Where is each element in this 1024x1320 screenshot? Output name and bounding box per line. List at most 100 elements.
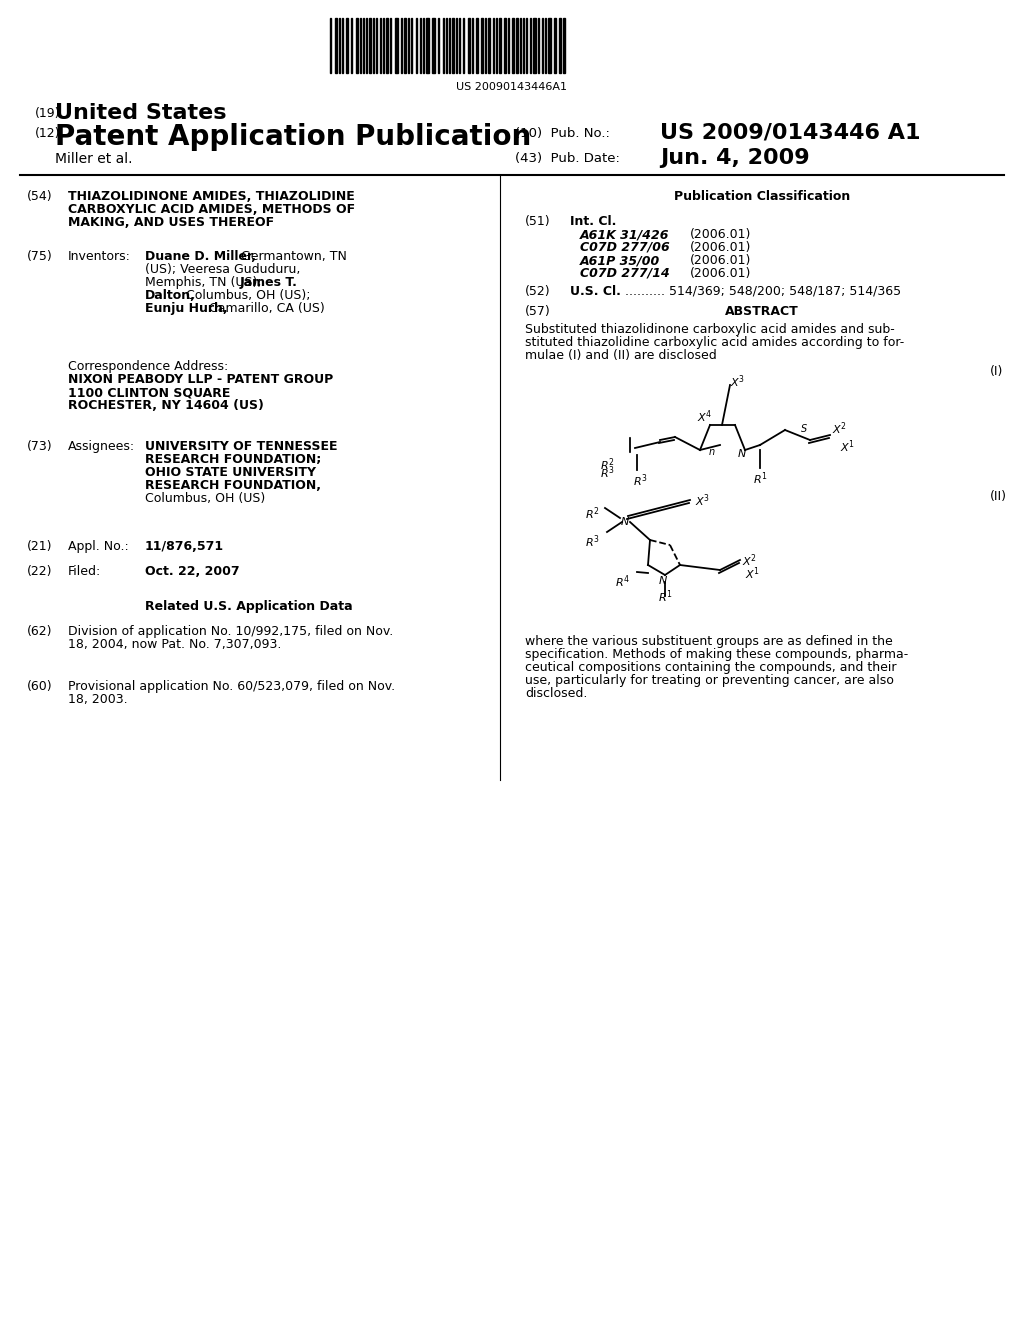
Text: Camarillo, CA (US): Camarillo, CA (US) [205,302,325,315]
Text: $R^3$: $R^3$ [633,473,647,488]
Text: Publication Classification: Publication Classification [674,190,850,203]
Text: Appl. No.:: Appl. No.: [68,540,129,553]
Bar [504,18,506,73]
Bar [516,18,518,73]
Text: Inventors:: Inventors: [68,249,131,263]
Text: $X^2$: $X^2$ [742,552,757,569]
Bar [476,18,478,73]
Bar [548,18,551,73]
Text: Oct. 22, 2007: Oct. 22, 2007 [145,565,240,578]
Text: James T.: James T. [240,276,298,289]
Text: Patent Application Publication: Patent Application Publication [55,123,531,150]
Text: disclosed.: disclosed. [525,686,588,700]
Bar [512,18,514,73]
Text: (52): (52) [525,285,551,298]
Text: U.S. Cl.: U.S. Cl. [570,285,621,298]
Text: Correspondence Address:: Correspondence Address: [68,360,228,374]
Text: OHIO STATE UNIVERSITY: OHIO STATE UNIVERSITY [145,466,316,479]
Text: 18, 2004, now Pat. No. 7,307,093.: 18, 2004, now Pat. No. 7,307,093. [68,638,282,651]
Text: (22): (22) [27,565,52,578]
Text: THIAZOLIDINONE AMIDES, THIAZOLIDINE: THIAZOLIDINONE AMIDES, THIAZOLIDINE [68,190,354,203]
Text: (2006.01): (2006.01) [690,228,752,242]
Text: use, particularly for treating or preventing cancer, are also: use, particularly for treating or preven… [525,675,894,686]
Text: $n$: $n$ [709,447,716,457]
Text: RESEARCH FOUNDATION,: RESEARCH FOUNDATION, [145,479,321,492]
Text: (II): (II) [990,490,1007,503]
Text: (51): (51) [525,215,551,228]
Text: (62): (62) [27,624,52,638]
Text: (57): (57) [525,305,551,318]
Text: C07D 277/06: C07D 277/06 [580,242,670,253]
Text: Related U.S. Application Data: Related U.S. Application Data [145,601,352,612]
Text: $X^3$: $X^3$ [730,374,745,389]
Text: ABSTRACT: ABSTRACT [725,305,799,318]
Text: (12): (12) [35,127,60,140]
Text: (2006.01): (2006.01) [690,253,752,267]
Text: Columbus, OH (US);: Columbus, OH (US); [182,289,310,302]
Text: (60): (60) [27,680,52,693]
Text: Miller et al.: Miller et al. [55,152,132,166]
Text: ceutical compositions containing the compounds, and their: ceutical compositions containing the com… [525,661,896,675]
Text: US 20090143446A1: US 20090143446A1 [457,82,567,92]
Text: specification. Methods of making these compounds, pharma-: specification. Methods of making these c… [525,648,908,661]
Text: (73): (73) [27,440,52,453]
Bar [554,18,556,73]
Text: $X^2$: $X^2$ [831,420,847,437]
Text: mulae (I) and (II) are disclosed: mulae (I) and (II) are disclosed [525,348,717,362]
Text: $S$: $S$ [800,422,808,434]
Text: .......... 514/369; 548/200; 548/187; 514/365: .......... 514/369; 548/200; 548/187; 51… [625,285,901,298]
Text: Division of application No. 10/992,175, filed on Nov.: Division of application No. 10/992,175, … [68,624,393,638]
Text: C07D 277/14: C07D 277/14 [580,267,670,280]
Text: Duane D. Miller,: Duane D. Miller, [145,249,256,263]
Bar [534,18,536,73]
Text: Assignees:: Assignees: [68,440,135,453]
Bar [488,18,490,73]
Text: (10)  Pub. No.:: (10) Pub. No.: [515,127,610,140]
Text: $N$: $N$ [620,515,630,527]
Text: where the various substituent groups are as defined in the: where the various substituent groups are… [525,635,893,648]
Text: United States: United States [55,103,226,123]
Bar [404,18,406,73]
Text: US 2009/0143446 A1: US 2009/0143446 A1 [660,123,921,143]
Text: $R^2$: $R^2$ [586,506,600,521]
Text: NIXON PEABODY LLP - PATENT GROUP: NIXON PEABODY LLP - PATENT GROUP [68,374,333,385]
Bar [426,18,429,73]
Text: $N$: $N$ [658,574,668,586]
Bar [468,18,470,73]
Text: (54): (54) [27,190,52,203]
Text: (2006.01): (2006.01) [690,267,752,280]
Text: UNIVERSITY OF TENNESSEE: UNIVERSITY OF TENNESSEE [145,440,338,453]
Text: (I): (I) [990,366,1004,378]
Bar [563,18,565,73]
Text: Jun. 4, 2009: Jun. 4, 2009 [660,148,810,168]
Bar [335,18,337,73]
Text: Provisional application No. 60/523,079, filed on Nov.: Provisional application No. 60/523,079, … [68,680,395,693]
Text: Eunju Hurh,: Eunju Hurh, [145,302,227,315]
Bar [432,18,435,73]
Text: stituted thiazolidine carboxylic acid amides according to for-: stituted thiazolidine carboxylic acid am… [525,337,904,348]
Text: $X^1$: $X^1$ [745,565,760,582]
Text: MAKING, AND USES THEREOF: MAKING, AND USES THEREOF [68,216,274,228]
Text: Filed:: Filed: [68,565,101,578]
Text: (2006.01): (2006.01) [690,242,752,253]
Text: $R^2$: $R^2$ [600,455,615,473]
Text: 1100 CLINTON SQUARE: 1100 CLINTON SQUARE [68,385,230,399]
Text: Substituted thiazolidinone carboxylic acid amides and sub-: Substituted thiazolidinone carboxylic ac… [525,323,895,337]
Bar [559,18,561,73]
Text: $R^4$: $R^4$ [615,573,630,590]
Text: Dalton,: Dalton, [145,289,196,302]
Text: $X^4$: $X^4$ [697,408,713,425]
Text: Memphis, TN (US);: Memphis, TN (US); [145,276,265,289]
Text: 18, 2003.: 18, 2003. [68,693,128,706]
Text: Germantown, TN: Germantown, TN [237,249,347,263]
Bar [499,18,501,73]
Text: (43)  Pub. Date:: (43) Pub. Date: [515,152,620,165]
Bar [481,18,483,73]
Bar [452,18,454,73]
Text: $R^3$: $R^3$ [586,533,600,549]
Text: (21): (21) [27,540,52,553]
Bar [369,18,371,73]
Text: Columbus, OH (US): Columbus, OH (US) [145,492,265,506]
Text: A61K 31/426: A61K 31/426 [580,228,670,242]
Text: $N$: $N$ [737,447,748,459]
